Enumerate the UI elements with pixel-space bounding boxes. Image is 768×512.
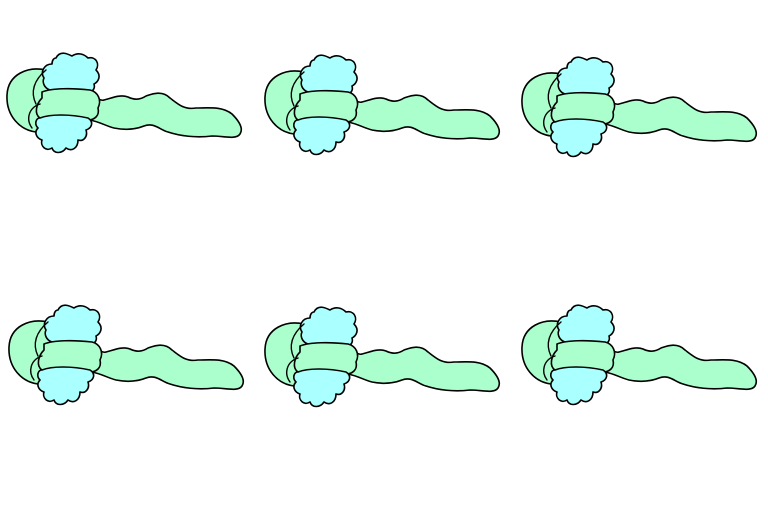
figure-4-shape <box>8 304 245 406</box>
figure-1-shape <box>6 52 243 154</box>
figure-2 <box>264 54 501 156</box>
figure-5 <box>264 306 501 408</box>
figure-6-shape <box>521 304 758 406</box>
figure-5-shape <box>264 306 501 408</box>
figure-2-shape <box>264 54 501 156</box>
figure-4 <box>8 304 245 406</box>
figure-3-shape <box>521 56 758 158</box>
figure-1 <box>6 52 243 154</box>
figure-6 <box>521 304 758 406</box>
figure-3 <box>521 56 758 158</box>
